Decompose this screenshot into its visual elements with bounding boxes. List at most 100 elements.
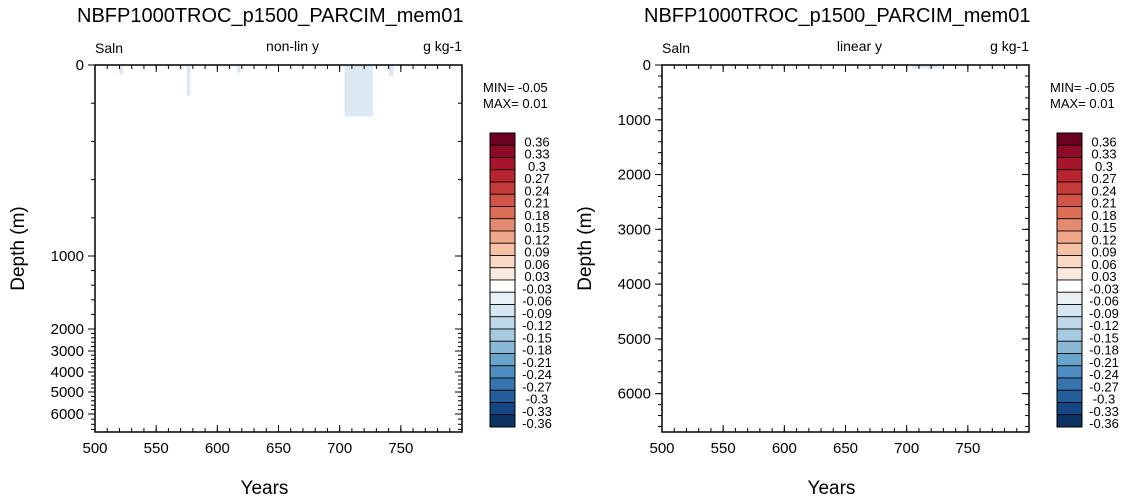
colorbar-label: -0.06 xyxy=(1089,294,1119,309)
x-tick-label: 550 xyxy=(711,440,736,457)
colorbar-label: 0.03 xyxy=(524,269,549,284)
colorbar-label: -0.27 xyxy=(1089,379,1119,394)
x-tick-label: 650 xyxy=(833,440,858,457)
colorbar-label: 0.27 xyxy=(524,171,549,186)
units-label: g kg-1 xyxy=(990,38,1029,54)
colorbar-label: -0.3 xyxy=(1093,392,1115,407)
min-label: MIN= -0.05 xyxy=(1050,80,1115,95)
colorbar-swatch-17 xyxy=(489,340,516,354)
anomaly-patch-4 xyxy=(388,65,394,77)
y-tick-label: 1000 xyxy=(51,248,84,265)
colorbar-frame xyxy=(1056,132,1083,428)
colorbar-swatch-6 xyxy=(1056,206,1083,220)
colorbar-label: -0.33 xyxy=(1089,404,1119,419)
chart-title: NBFP1000TROC_p1500_PARCIM_mem01 xyxy=(644,5,1030,27)
x-tick-label: 650 xyxy=(266,440,291,457)
y-tick-label: 6000 xyxy=(618,386,651,403)
colorbar-label: -0.3 xyxy=(526,392,548,407)
colorbar-label: 0.06 xyxy=(524,257,549,272)
colorbar-label: -0.09 xyxy=(522,306,552,321)
plot-frame xyxy=(661,64,1030,433)
colorbar-swatch-19 xyxy=(1056,365,1083,379)
colorbar-swatch-10 xyxy=(489,255,516,269)
x-tick-label: 700 xyxy=(894,440,919,457)
colorbar-swatch-13 xyxy=(1056,291,1083,305)
min-label: MIN= -0.05 xyxy=(483,80,548,95)
colorbar-frame xyxy=(489,132,516,428)
colorbar-swatch-14 xyxy=(489,304,516,318)
colorbar-label: -0.15 xyxy=(1089,330,1119,345)
colorbar-swatch-7 xyxy=(1056,218,1083,232)
anomaly-patch-2 xyxy=(236,65,241,73)
colorbar-label: 0.03 xyxy=(1091,269,1116,284)
colorbar-swatch-17 xyxy=(1056,340,1083,354)
max-label: MAX= 0.01 xyxy=(483,96,548,111)
chart-panel-linear: NBFP1000TROC_p1500_PARCIM_mem01 Saln linea… xyxy=(575,5,1119,499)
colorbar-label: 0.24 xyxy=(1091,183,1116,198)
anomaly-patch-0 xyxy=(911,65,940,69)
colorbar-label: 0.33 xyxy=(524,147,549,162)
chart-panel-nonlinear: NBFP1000TROC_p1500_PARCIM_mem01 Saln non-l… xyxy=(8,5,552,499)
colorbar-swatch-3 xyxy=(489,169,516,183)
colorbar-label: 0.36 xyxy=(524,134,549,149)
colorbar-swatch-4 xyxy=(489,181,516,195)
y-tick-label: 4000 xyxy=(618,276,651,293)
colorbar-swatch-15 xyxy=(1056,316,1083,330)
colorbar-label: 0.21 xyxy=(524,196,549,211)
colorbar-label: -0.24 xyxy=(522,367,552,382)
colorbar-label: -0.24 xyxy=(1089,367,1119,382)
y-tick-label: 2000 xyxy=(51,321,84,338)
chart-title: NBFP1000TROC_p1500_PARCIM_mem01 xyxy=(77,5,463,27)
plot-frame xyxy=(94,64,463,433)
colorbar-swatch-16 xyxy=(1056,328,1083,342)
colorbar-swatch-14 xyxy=(1056,304,1083,318)
colorbar-swatch-15 xyxy=(489,316,516,330)
colorbar-swatch-6 xyxy=(489,206,516,220)
colorbar-swatch-11 xyxy=(489,267,516,281)
colorbar-swatch-20 xyxy=(1056,377,1083,391)
x-tick-label: 750 xyxy=(388,440,413,457)
colorbar-swatch-4 xyxy=(1056,181,1083,195)
y-axis-label: Depth (m) xyxy=(575,206,596,290)
colorbar-swatch-2 xyxy=(489,157,516,171)
colorbar-swatch-5 xyxy=(1056,193,1083,207)
colorbar-label: -0.09 xyxy=(1089,306,1119,321)
y-tick-label: 3000 xyxy=(618,221,651,238)
colorbar-swatch-1 xyxy=(1056,144,1083,158)
y-tick-label: 6000 xyxy=(51,406,84,423)
colorbar-swatch-20 xyxy=(489,377,516,391)
colorbar-swatch-19 xyxy=(489,365,516,379)
max-label: MAX= 0.01 xyxy=(1050,96,1115,111)
colorbar-swatch-13 xyxy=(489,291,516,305)
colorbar-swatch-0 xyxy=(489,132,516,146)
y-axis-label: Depth (m) xyxy=(8,206,29,290)
variable-label: Saln xyxy=(662,40,690,56)
colorbar-swatch-12 xyxy=(489,279,516,293)
colorbar-swatch-21 xyxy=(489,389,516,403)
colorbar-label: 0.06 xyxy=(1091,257,1116,272)
colorbar-swatch-22 xyxy=(1056,402,1083,416)
colorbar-swatch-0 xyxy=(1056,132,1083,146)
colorbar-label: 0.15 xyxy=(524,220,549,235)
colorbar-swatch-2 xyxy=(1056,157,1083,171)
colorbar-swatch-10 xyxy=(1056,255,1083,269)
x-tick-label: 500 xyxy=(649,440,674,457)
colorbar-swatch-8 xyxy=(1056,230,1083,244)
colorbar-swatch-21 xyxy=(1056,389,1083,403)
colorbar-label: -0.12 xyxy=(522,318,552,333)
y-tick-label: 3000 xyxy=(51,343,84,360)
x-tick-label: 550 xyxy=(144,440,169,457)
y-tick-label: 1000 xyxy=(618,112,651,129)
colorbar-swatch-9 xyxy=(489,242,516,256)
x-tick-label: 600 xyxy=(205,440,230,457)
variable-label: Saln xyxy=(95,40,123,56)
colorbar-label: 0.15 xyxy=(1091,220,1116,235)
colorbar-swatch-9 xyxy=(1056,242,1083,256)
colorbar-label: -0.15 xyxy=(522,330,552,345)
colorbar-swatch-11 xyxy=(1056,267,1083,281)
colorbar-swatch-8 xyxy=(489,230,516,244)
colorbar-label: -0.03 xyxy=(1089,281,1119,296)
scale-label: linear y xyxy=(837,38,882,54)
y-tick-label: 2000 xyxy=(618,167,651,184)
